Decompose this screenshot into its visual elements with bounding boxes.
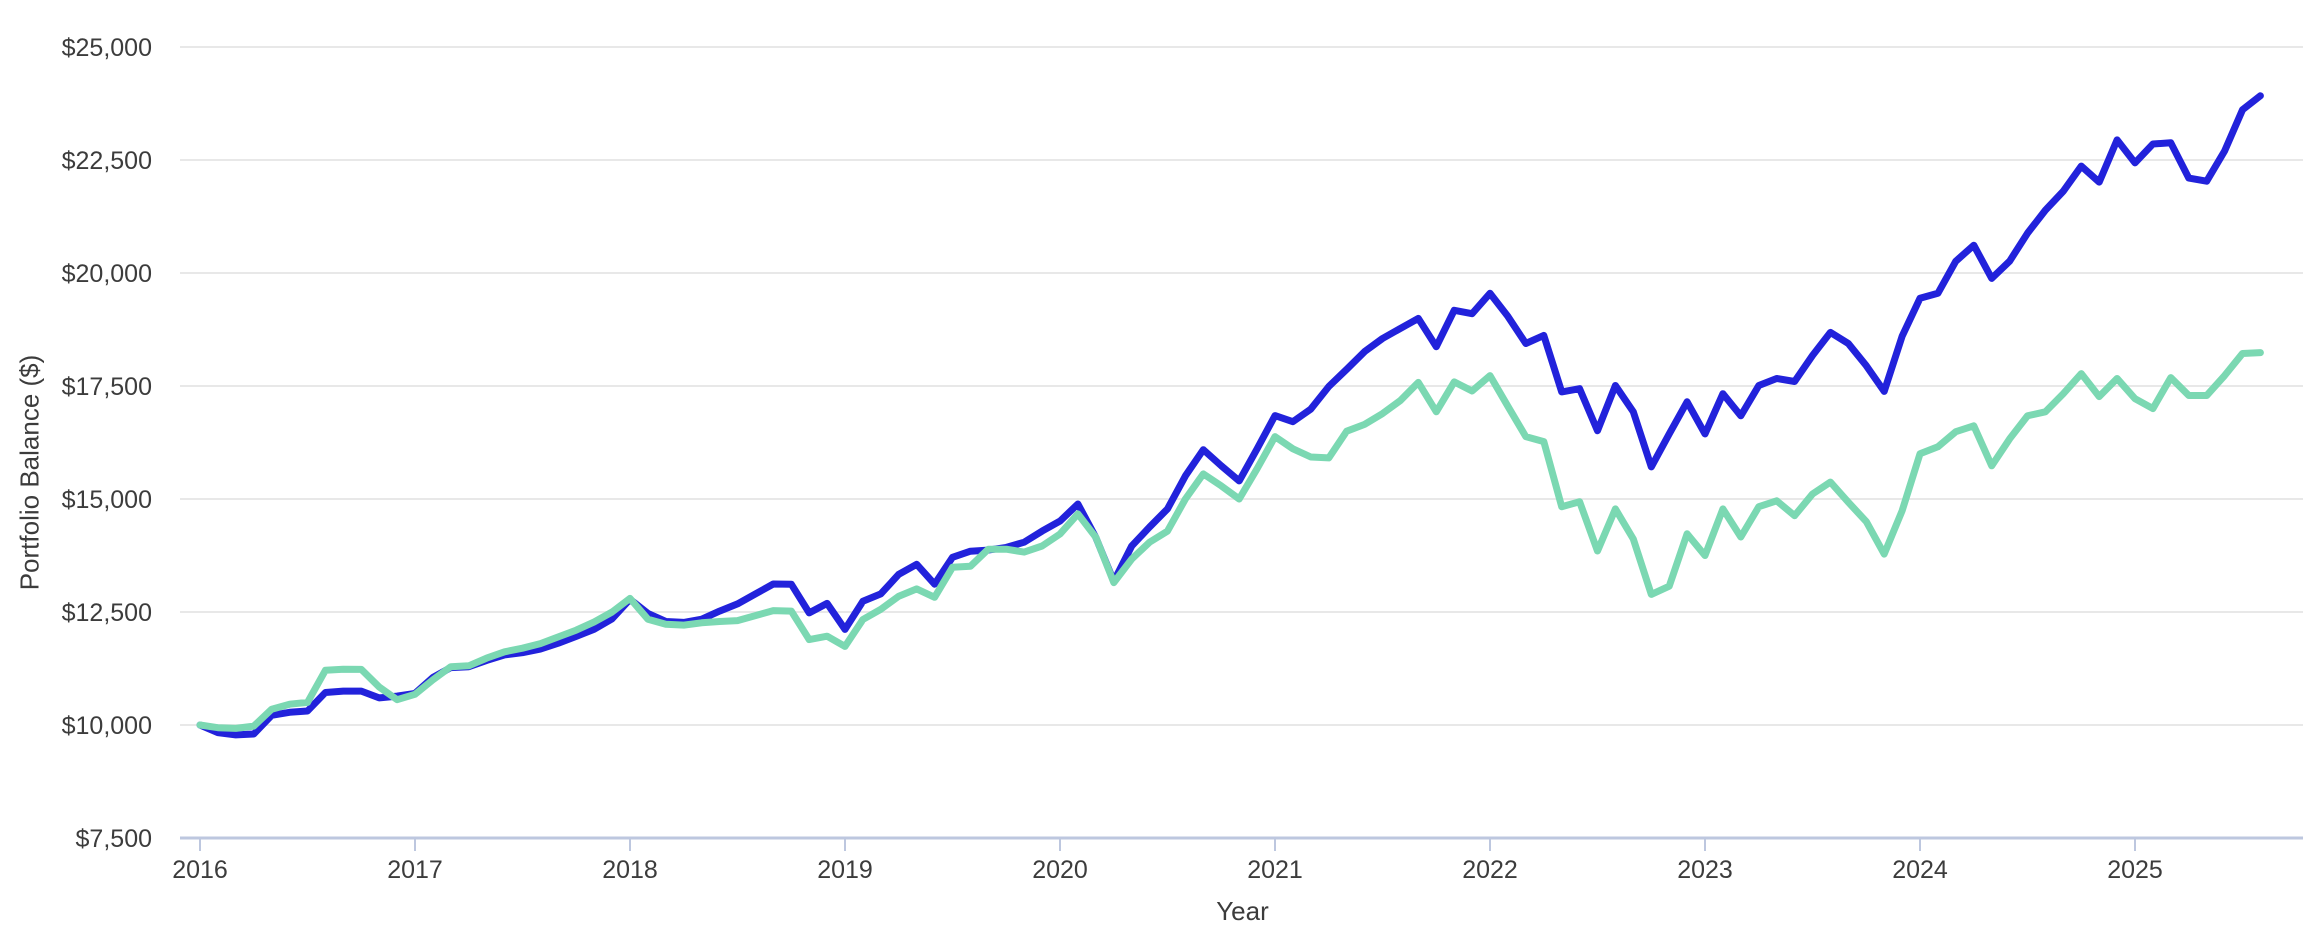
x-tick-label: 2018 xyxy=(602,856,658,884)
x-tick-label: 2022 xyxy=(1462,856,1518,884)
x-tick-label: 2025 xyxy=(2107,856,2163,884)
x-tick-label: 2016 xyxy=(172,856,228,884)
y-tick-label: $10,000 xyxy=(62,712,152,740)
x-tick-label: 2024 xyxy=(1892,856,1948,884)
x-tick-label: 2017 xyxy=(387,856,443,884)
y-tick-label: $17,500 xyxy=(62,373,152,401)
teal-portfolio-line xyxy=(196,349,2264,732)
blue-portfolio-line xyxy=(196,92,2264,739)
x-tick-label: 2020 xyxy=(1032,856,1088,884)
y-tick-labels: $7,500 $10,000 $12,500 $15,000 $17,500 $20,00… xyxy=(62,34,152,853)
y-tick-label: $25,000 xyxy=(62,34,152,62)
x-tick-labels: 2016 2017 2018 2019 2020 2021 2022 2023 2024 2025 xyxy=(172,856,2163,884)
x-axis-title: Year xyxy=(1216,896,1269,926)
y-tick-label: $7,500 xyxy=(76,825,152,853)
x-axis xyxy=(180,836,2303,851)
x-tick-label: 2023 xyxy=(1677,856,1733,884)
x-tick-label: 2019 xyxy=(817,856,873,884)
y-tick-label: $20,000 xyxy=(62,260,152,288)
y-axis-title: Portfolio Balance ($) xyxy=(14,354,45,591)
y-tick-label: $12,500 xyxy=(62,599,152,627)
y-tick-label: $22,500 xyxy=(62,147,152,175)
gridlines xyxy=(180,46,2303,726)
y-tick-label: $15,000 xyxy=(62,486,152,514)
x-tick-label: 2021 xyxy=(1247,856,1303,884)
